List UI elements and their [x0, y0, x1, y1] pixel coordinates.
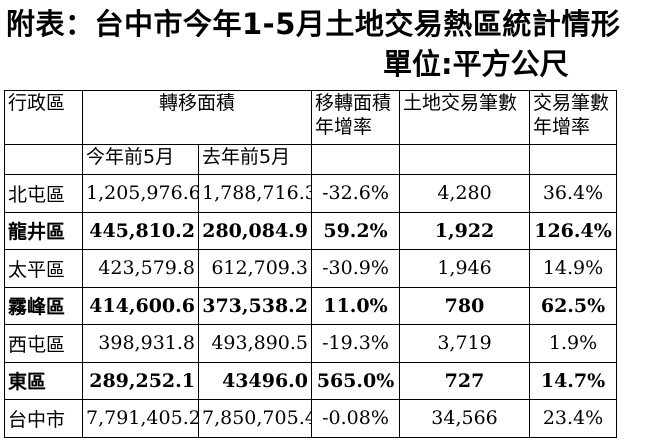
value-cell: -19.3% [311, 324, 401, 363]
district-cell: 東區 [4, 361, 83, 400]
empty-cell [529, 144, 618, 175]
value-cell: 445,810.2 [82, 211, 199, 250]
data-row: 東區 289,252.1 43496.0 565.0% 727 14.7% [4, 361, 618, 400]
header-cell: 移轉面積年增率 [311, 90, 401, 145]
data-row: 霧峰區 414,600.6 373,538.2 11.0% 780 62.5% [4, 286, 618, 325]
district-cell: 龍井區 [4, 211, 83, 250]
header-cell: 轉移面積 [81, 90, 313, 145]
value-cell: 1,922 [399, 211, 531, 250]
data-row: 龍井區 445,810.2 280,084.9 59.2% 1,922 126.4% [4, 211, 618, 250]
subheader-cell: 去年前5月 [197, 144, 313, 175]
header-row: 行政區 轉移面積 移轉面積年增率 土地交易筆數 交易筆數年增率 [4, 90, 618, 145]
value-cell: -32.6% [311, 174, 401, 213]
value-cell: 3,719 [399, 324, 531, 363]
value-cell: 4,280 [399, 174, 531, 213]
district-cell: 太平區 [4, 249, 83, 288]
district-cell: 北屯區 [4, 174, 83, 213]
empty-cell [311, 144, 401, 175]
value-cell: 493,890.5 [197, 324, 313, 363]
value-cell: -0.08% [311, 399, 401, 438]
empty-cell [4, 144, 83, 175]
empty-cell [399, 144, 531, 175]
value-cell: 780 [399, 286, 531, 325]
value-cell: 727 [399, 361, 531, 400]
subheader-cell: 今年前5月 [82, 144, 199, 175]
district-cell: 霧峰區 [4, 286, 83, 325]
value-cell: 1.9% [529, 324, 618, 363]
value-cell: 373,538.2 [197, 286, 313, 325]
district-cell: 台中市 [4, 399, 83, 438]
value-cell: 11.0% [311, 286, 401, 325]
value-cell: 7,850,705.4 [197, 399, 313, 438]
subheader-row: 今年前5月 去年前5月 [4, 144, 618, 175]
title: 附表：台中市今年1-5月土地交易熱區統計情形 [6, 7, 621, 41]
table: 行政區 轉移面積 移轉面積年增率 土地交易筆數 交易筆數年增率 今年前5月 去年前5月 北屯區… [4, 90, 618, 438]
value-cell: 423,579.8 [82, 249, 199, 288]
value-cell: 612,709.3 [197, 249, 313, 288]
value-cell: 1,946 [399, 249, 531, 288]
value-cell: 7,791,405.2 [82, 399, 199, 438]
value-cell: 14.7% [529, 361, 618, 400]
value-cell: 14.9% [529, 249, 618, 288]
value-cell: 34,566 [399, 399, 531, 438]
value-cell: 36.4% [529, 174, 618, 213]
data-row: 西屯區 398,931.8 493,890.5 -19.3% 3,719 1.9% [4, 324, 618, 363]
header-cell: 交易筆數年增率 [529, 90, 618, 145]
value-cell: 59.2% [311, 211, 401, 250]
unit: 單位:平方公尺 [383, 47, 569, 81]
value-cell: 62.5% [529, 286, 618, 325]
value-cell: 398,931.8 [82, 324, 199, 363]
value-cell: 23.4% [529, 399, 618, 438]
data-row: 太平區 423,579.8 612,709.3 -30.9% 1,946 14.9% [4, 249, 618, 288]
value-cell: 126.4% [529, 211, 618, 250]
value-cell: 1,788,716.3 [197, 174, 313, 213]
value-cell: 280,084.9 [197, 211, 313, 250]
value-cell: 414,600.6 [82, 286, 199, 325]
data-row: 北屯區 1,205,976.6 1,788,716.3 -32.6% 4,280 36.4… [4, 174, 618, 213]
header-cell: 土地交易筆數 [399, 90, 531, 145]
value-cell: 289,252.1 [82, 361, 199, 400]
value-cell: 565.0% [311, 361, 401, 400]
value-cell: 1,205,976.6 [82, 174, 199, 213]
data-row: 台中市 7,791,405.2 7,850,705.4 -0.08% 34,566 23.… [4, 399, 618, 438]
header-cell: 行政區 [4, 90, 83, 145]
value-cell: 43496.0 [197, 361, 313, 400]
value-cell: -30.9% [311, 249, 401, 288]
district-cell: 西屯區 [4, 324, 83, 363]
